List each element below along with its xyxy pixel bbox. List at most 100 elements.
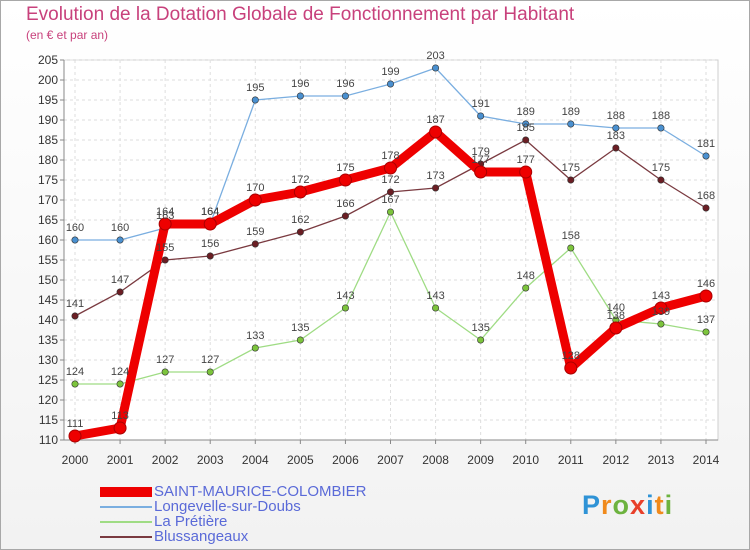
data-point	[522, 284, 530, 292]
data-point	[68, 429, 82, 443]
data-label: 111	[67, 418, 84, 430]
data-label: 203	[426, 50, 444, 62]
y-tick-label: 120	[38, 393, 58, 407]
x-tick-label: 2002	[152, 453, 179, 467]
data-point	[341, 212, 349, 220]
data-point	[384, 161, 397, 175]
y-tick-label: 205	[38, 53, 58, 67]
data-point	[296, 336, 304, 344]
x-tick-label: 2009	[467, 453, 494, 467]
x-tick-label: 2013	[648, 453, 675, 467]
data-point	[429, 125, 443, 139]
y-tick-label: 175	[38, 173, 58, 187]
data-label: 160	[66, 222, 84, 234]
data-label: 177	[517, 154, 535, 166]
legend-item: La Prétière	[100, 514, 520, 529]
data-label: 178	[381, 150, 399, 162]
y-tick-label: 135	[38, 333, 58, 347]
data-label: 135	[291, 322, 309, 334]
data-point	[71, 380, 79, 388]
data-label: 166	[336, 198, 354, 210]
data-point	[251, 240, 259, 248]
data-point	[657, 176, 665, 184]
data-label: 189	[562, 106, 580, 118]
logo-letter: x	[630, 490, 647, 520]
data-label: 185	[517, 122, 535, 134]
data-label: 113	[111, 410, 129, 422]
data-label: 128	[562, 350, 580, 362]
axes: 110 115 120 125 130 135 140 145 150 155 160 165 170 1…	[38, 53, 720, 467]
y-tick-label: 170	[38, 193, 58, 207]
data-label: 189	[517, 106, 535, 118]
data-point	[612, 124, 620, 132]
data-label: 143	[426, 290, 444, 302]
data-point	[248, 193, 262, 207]
legend-swatch	[100, 520, 152, 523]
data-point	[161, 368, 169, 376]
data-label: 146	[697, 278, 715, 290]
data-point	[657, 124, 665, 132]
data-point	[71, 312, 79, 320]
y-tick-label: 185	[38, 133, 58, 147]
data-label: 143	[652, 290, 670, 302]
x-tick-label: 2005	[287, 453, 314, 467]
data-point	[116, 236, 124, 244]
data-point	[296, 92, 304, 100]
data-label: 159	[246, 226, 264, 238]
y-tick-label: 180	[38, 153, 58, 167]
data-label: 167	[381, 194, 399, 206]
data-label: 137	[697, 314, 715, 326]
data-label: 199	[381, 66, 399, 78]
data-label: 163	[156, 210, 174, 222]
legend-item: SAINT-MAURICE-COLOMBIER	[100, 484, 520, 499]
data-point	[522, 136, 530, 144]
data-point	[474, 165, 488, 179]
logo-letter: i	[664, 490, 674, 520]
x-tick-label: 2004	[242, 453, 269, 467]
data-point	[657, 320, 665, 328]
data-point	[206, 252, 214, 260]
data-point	[609, 321, 623, 335]
data-label: 162	[291, 214, 309, 226]
data-point	[432, 64, 440, 72]
data-point	[251, 96, 259, 104]
data-label: 124	[66, 366, 84, 378]
y-tick-label: 130	[38, 353, 58, 367]
data-label: 124	[111, 366, 129, 378]
data-point	[702, 152, 710, 160]
x-tick-label: 2003	[197, 453, 224, 467]
data-point	[116, 380, 124, 388]
legend-item: Blussangeaux	[100, 529, 520, 544]
data-label: 183	[607, 130, 625, 142]
x-tick-label: 2007	[377, 453, 404, 467]
y-tick-label: 155	[38, 253, 58, 267]
data-point	[338, 173, 352, 187]
data-point	[612, 144, 620, 152]
data-label: 172	[291, 174, 309, 186]
data-label: 164	[201, 206, 219, 218]
data-point	[71, 236, 79, 244]
x-tick-label: 2000	[62, 453, 89, 467]
data-point	[203, 217, 217, 231]
data-point	[341, 92, 349, 100]
data-point	[116, 288, 124, 296]
data-label: 177	[471, 154, 489, 166]
x-tick-label: 2008	[422, 453, 449, 467]
data-point	[567, 244, 575, 252]
x-tick-label: 2011	[558, 453, 584, 467]
data-point	[477, 336, 485, 344]
data-label: 168	[697, 190, 715, 202]
proxiti-logo: Proxiti	[582, 490, 673, 521]
data-label: 141	[66, 298, 84, 310]
data-label: 195	[246, 82, 264, 94]
data-point	[251, 344, 259, 352]
y-tick-label: 125	[38, 373, 58, 387]
data-point	[432, 304, 440, 312]
data-point	[522, 120, 530, 128]
data-label: 127	[156, 354, 174, 366]
x-tick-label: 2006	[332, 453, 359, 467]
data-point	[158, 217, 172, 231]
legend-item: Longevelle-sur-Doubs	[100, 499, 520, 514]
